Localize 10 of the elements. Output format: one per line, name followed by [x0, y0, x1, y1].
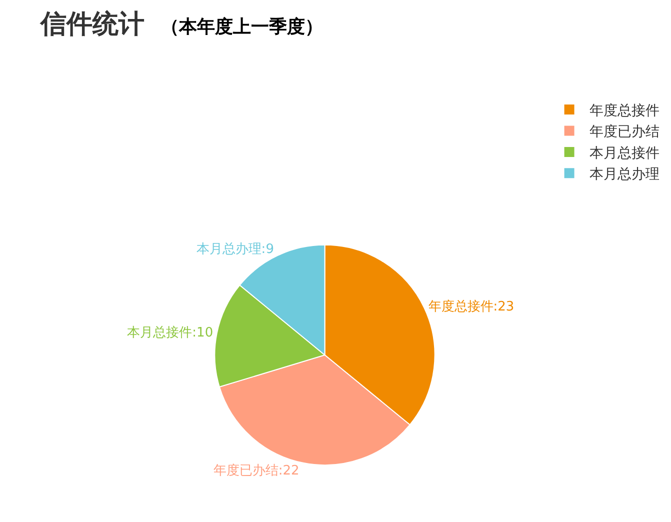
legend-label: 年度总接件 [589, 103, 660, 120]
data-label: 本月总接件:10 [127, 326, 214, 341]
data-label: 年度已办结:22 [213, 462, 300, 479]
data-label: 本月总办理:9 [196, 242, 274, 257]
chart-subtitle: （本年度上一季度） [160, 16, 323, 38]
data-label: 年度总接件:23 [428, 298, 514, 314]
chart-title: 信件统计 [39, 10, 144, 40]
legend-label: 年度已办结 [589, 124, 660, 140]
legend-label: 本月总办理 [589, 166, 660, 183]
legend-label: 本月总接件 [589, 145, 660, 162]
